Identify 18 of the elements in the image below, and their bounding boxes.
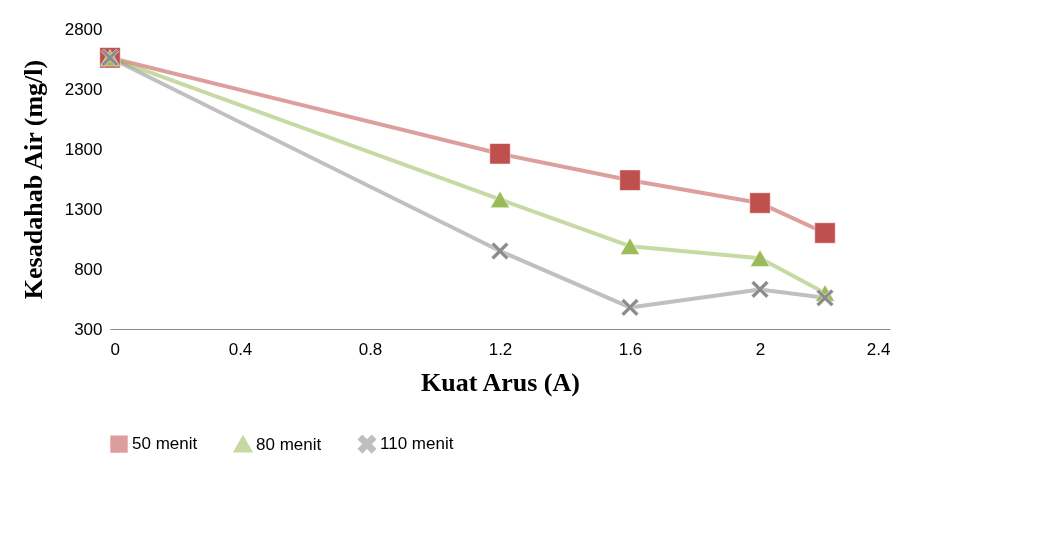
x-tick-label: 1.6: [618, 339, 643, 359]
x-tick-label: 0.4: [228, 339, 253, 359]
legend-label: 110 menit: [380, 434, 454, 454]
y-axis-title: Kesadahab Air (mg/l): [18, 59, 48, 300]
legend-label: 50 menit: [132, 434, 198, 454]
y-tick-label: 2800: [64, 19, 103, 39]
x-tick-label: 2.4: [866, 339, 891, 359]
x-tick-label: 2: [755, 339, 766, 359]
y-tick-label: 1300: [64, 199, 103, 219]
x-axis-title: Kuat Arus (A): [421, 367, 580, 397]
x-tick-label: 0.8: [358, 339, 383, 359]
x-tick-label: 0: [110, 339, 120, 359]
y-tick-label: 300: [74, 319, 103, 339]
y-tick-label: 800: [74, 259, 103, 279]
x-tick-label: 1.2: [488, 339, 513, 359]
y-tick-label: 2300: [64, 79, 103, 99]
y-tick-label: 1800: [64, 139, 103, 159]
legend-label: 80 menit: [256, 434, 322, 454]
